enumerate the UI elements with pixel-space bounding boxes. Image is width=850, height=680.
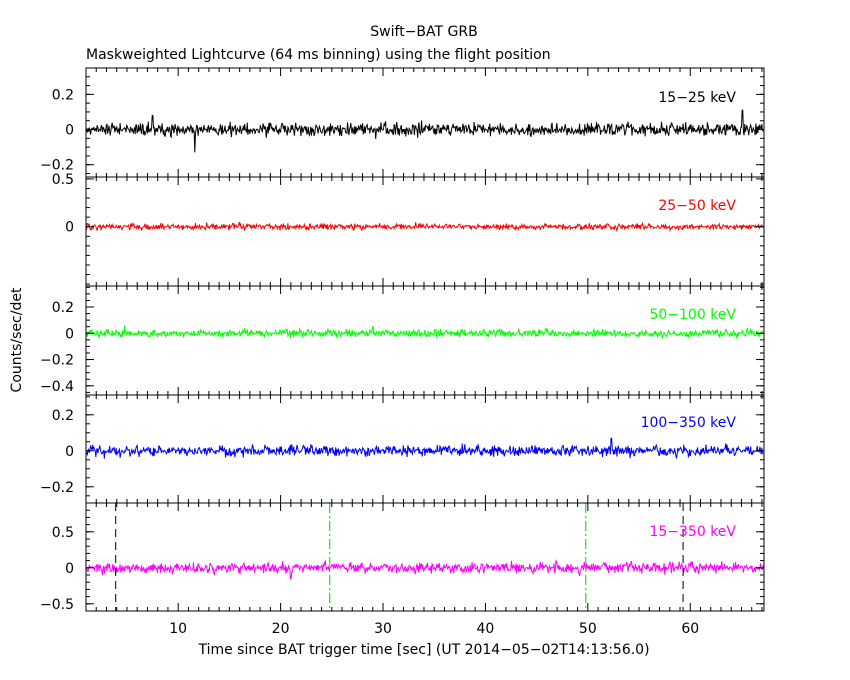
x-axis: 10 20 30 40 50 60 <box>169 621 699 637</box>
y-tick-label: 0 <box>65 326 74 342</box>
lightcurve-trace-4 <box>85 437 764 459</box>
lightcurve-trace-2 <box>85 221 764 233</box>
band-label-3: 50−100 keV <box>649 307 736 323</box>
panel-frame <box>85 394 765 504</box>
band-label-4: 100−350 keV <box>641 415 737 431</box>
chart-subtitle: Maskweighted Lightcurve (64 ms binning) … <box>86 47 551 63</box>
lightcurve-trace-1 <box>85 109 764 153</box>
y-tick-label: 0.5 <box>52 172 74 188</box>
panel-frame <box>85 67 765 178</box>
y-tick-label: 0 <box>65 123 74 139</box>
x-axis-label: Time since BAT trigger time [sec] (UT 20… <box>197 642 649 658</box>
panel-2: 0.5 0 25−50 keV <box>52 172 765 287</box>
x-tick-label: 40 <box>477 621 495 637</box>
panel-frame <box>85 285 765 396</box>
y-tick-label: −0.5 <box>40 597 74 613</box>
y-tick-label: 0.5 <box>52 525 74 541</box>
band-label-2: 25−50 keV <box>658 198 736 214</box>
y-axis-label: Counts/sec/det <box>9 287 25 392</box>
panel-frame <box>85 502 765 612</box>
chart-title: Swift−BAT GRB <box>370 24 477 40</box>
panel-3: 0.2 0 −0.2 −0.4 50−100 keV <box>40 285 765 396</box>
x-tick-label: 20 <box>272 621 290 637</box>
panel-1: 0.2 0 −0.2 15−25 keV <box>40 67 765 178</box>
panel-frame <box>85 176 765 287</box>
panels-group: 0.2 0 −0.2 15−25 keV 0.5 0 25−50 keV 0.2 0 −0.2 −0… <box>40 67 765 613</box>
y-tick-label: −0.2 <box>40 480 74 496</box>
x-tick-label: 30 <box>374 621 392 637</box>
y-tick-label: 0 <box>65 220 74 236</box>
y-tick-label: −0.4 <box>40 379 74 395</box>
y-tick-label: 0.2 <box>52 87 74 103</box>
panel-5: 0.5 0 −0.5 15−350 keV <box>40 502 765 613</box>
y-tick-label: 0 <box>65 444 74 460</box>
y-tick-label: 0.2 <box>52 408 74 424</box>
band-label-1: 15−25 keV <box>658 90 736 106</box>
lightcurve-trace-5 <box>85 559 764 580</box>
y-tick-label: −0.2 <box>40 353 74 369</box>
lightcurve-trace-3 <box>85 325 764 340</box>
band-label-5: 15−350 keV <box>649 524 736 540</box>
y-tick-label: 0.2 <box>52 300 74 316</box>
panel-4: 0.2 0 −0.2 100−350 keV <box>40 394 765 504</box>
x-tick-label: 10 <box>169 621 187 637</box>
x-tick-label: 60 <box>681 621 699 637</box>
y-tick-label: −0.2 <box>40 158 74 174</box>
y-tick-label: 0 <box>65 561 74 577</box>
x-tick-label: 50 <box>579 621 597 637</box>
